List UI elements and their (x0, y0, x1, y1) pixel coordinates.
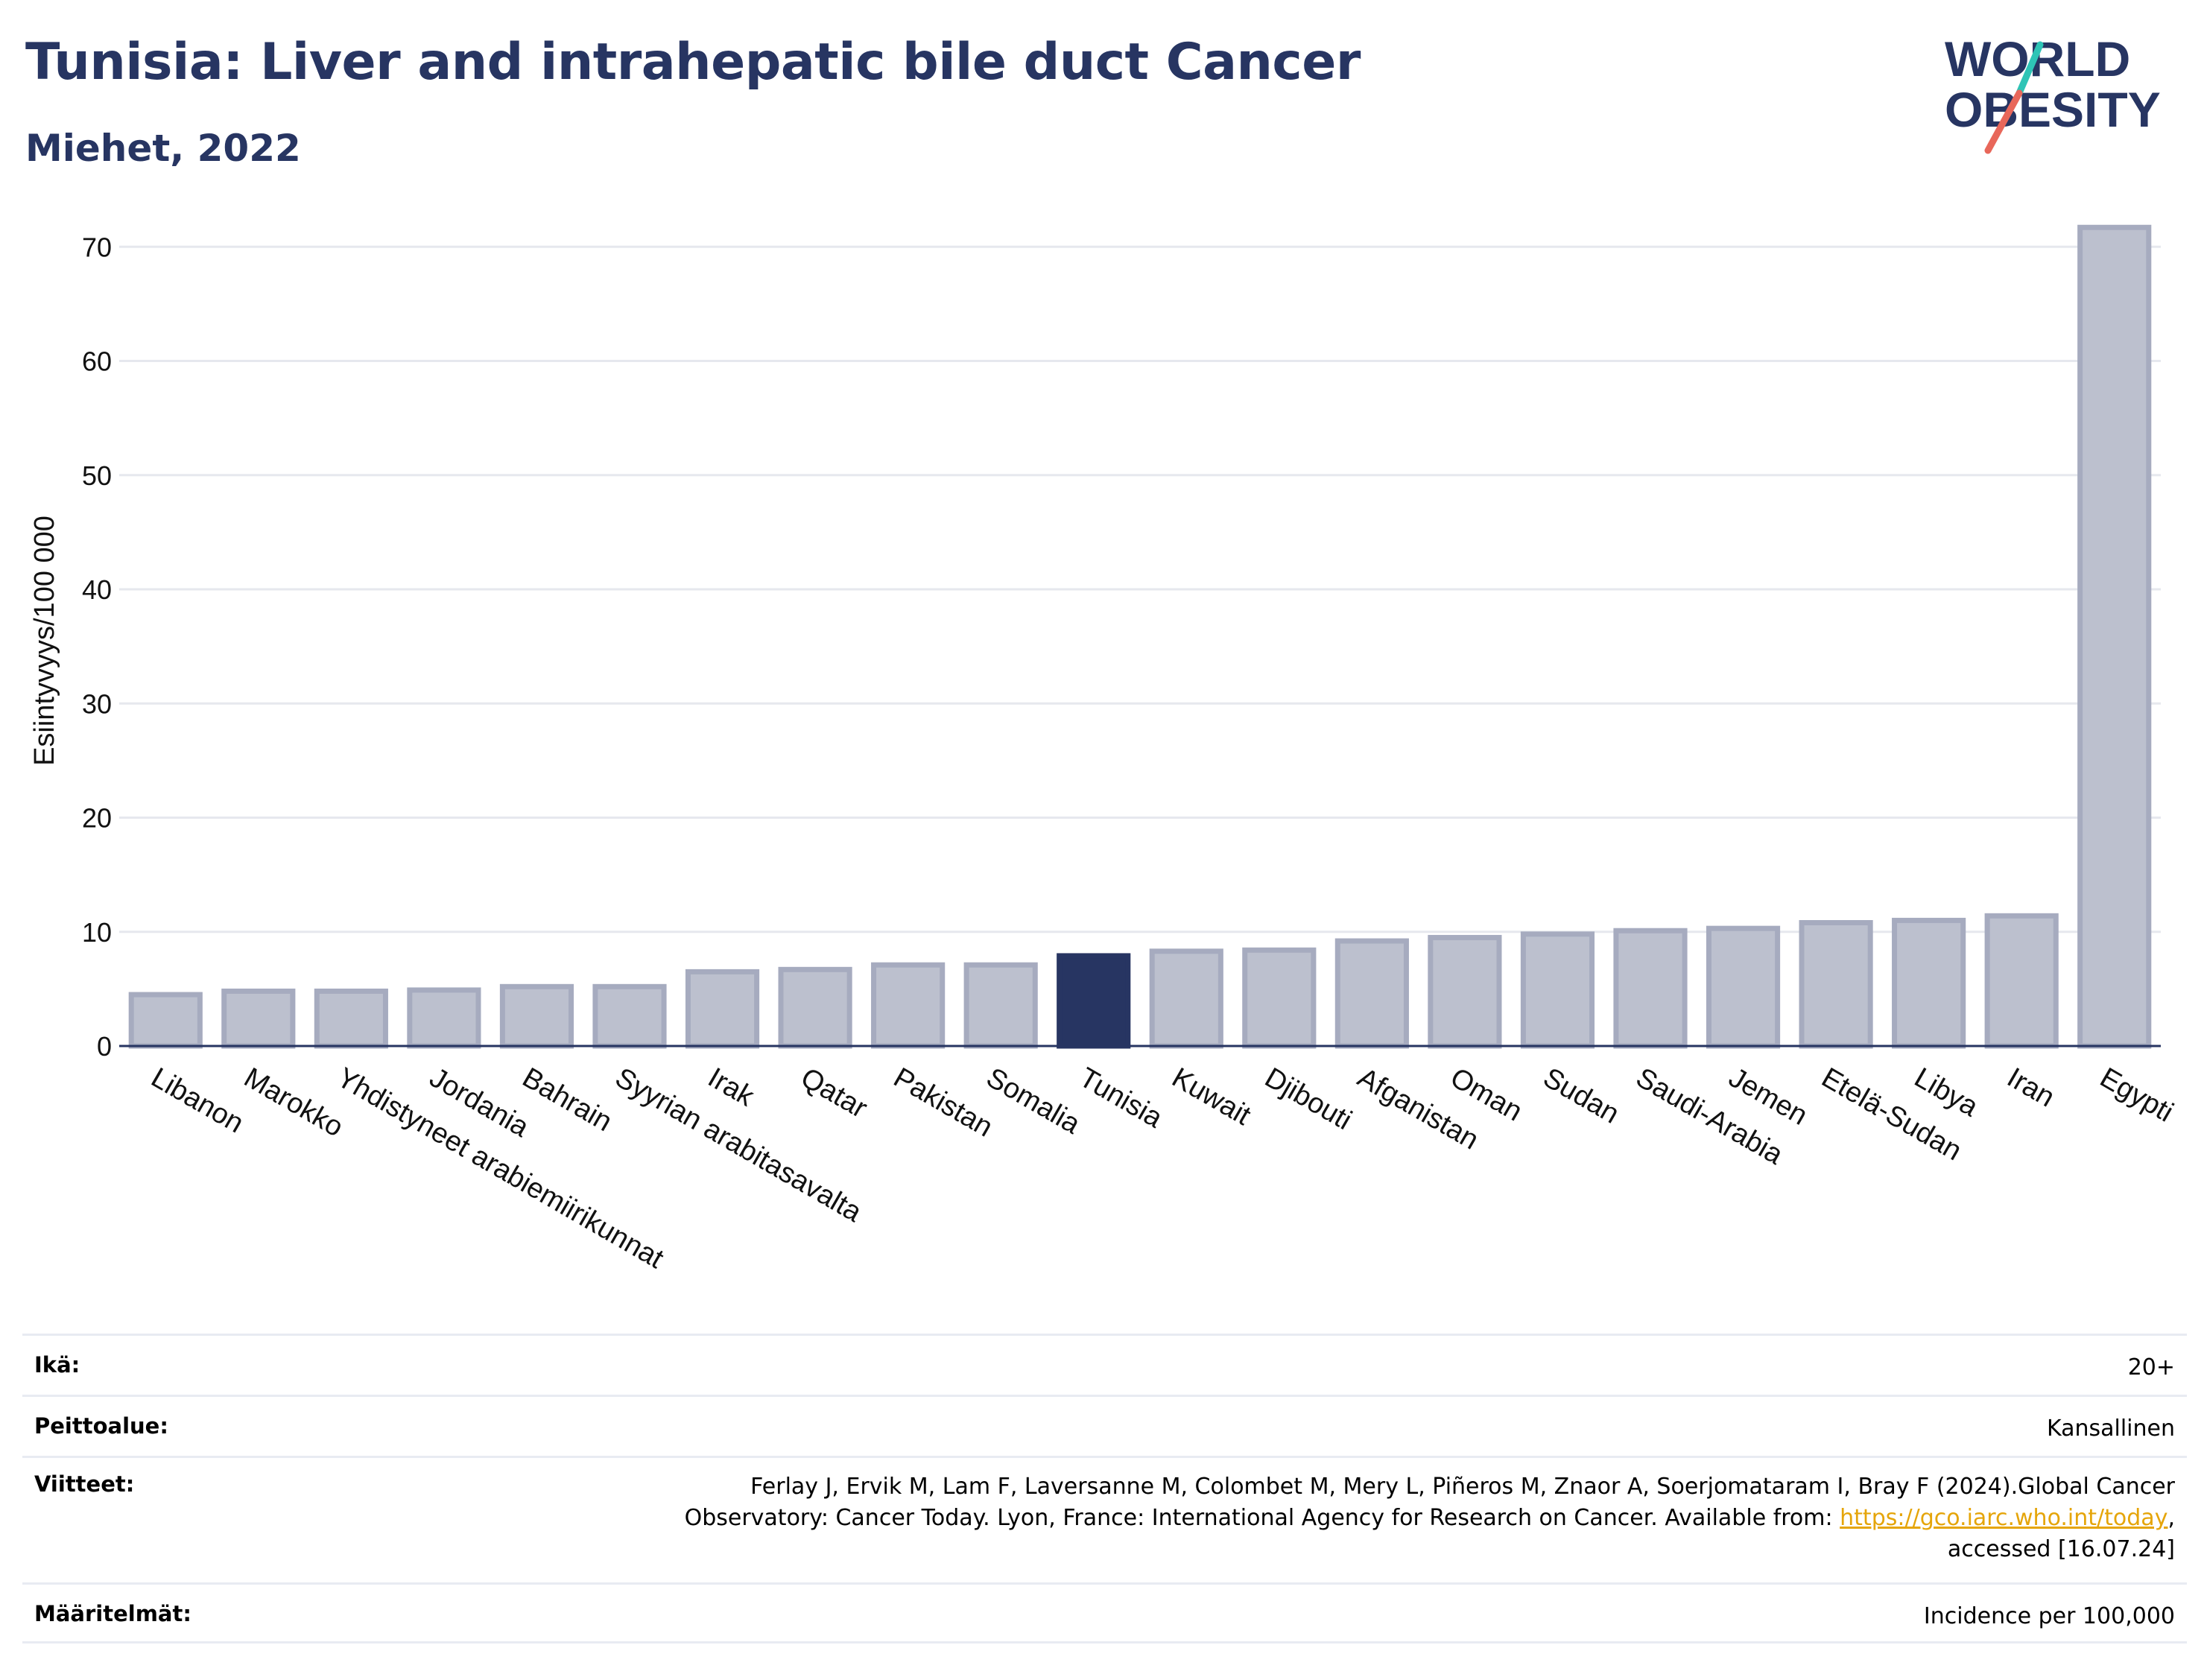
y-tick-label: 20 (82, 803, 112, 834)
bar (1613, 928, 1688, 1049)
bar (778, 966, 852, 1049)
meta-value-age: 20+ (2127, 1354, 2175, 1381)
meta-row-coverage: Peittoalue: Kansallinen (22, 1395, 2187, 1456)
logo-slash-teal (2015, 41, 2044, 97)
x-tick-label: Bahrain (517, 1062, 617, 1138)
meta-row-age: Ikä: 20+ (22, 1334, 2187, 1395)
reference-text-2: Observatory: Cancer Today. Lyon, France:… (684, 1505, 1840, 1531)
reference-line-2: Observatory: Cancer Today. Lyon, France:… (685, 1503, 2175, 1534)
chart-title: Tunisia: Liver and intrahepatic bile duc… (25, 33, 1361, 92)
bar (1706, 925, 1781, 1049)
meta-label-references: Viitteet: (34, 1471, 135, 1497)
bar (1057, 953, 1131, 1049)
reference-link[interactable]: https://gco.iarc.who.int/today (1840, 1505, 2168, 1531)
y-axis-ticks: 0 10 20 30 40 50 60 70 (82, 232, 112, 1062)
y-tick-label: 30 (82, 688, 112, 719)
chart-subtitle: Miehet, 2022 (25, 127, 301, 170)
logo-line2: OBESITY (1945, 82, 2161, 137)
x-tick-label: Qatar (796, 1062, 873, 1124)
x-tick-label: Egypti (2094, 1062, 2178, 1128)
y-tick-label: 40 (82, 574, 112, 605)
meta-value-coverage: Kansallinen (2046, 1416, 2175, 1442)
bar (1799, 919, 1873, 1049)
bar (1428, 934, 1502, 1049)
logo-slash-coral (1984, 89, 2023, 154)
bar (1149, 948, 1223, 1049)
bar (128, 992, 203, 1049)
x-tick-label: Marokko (238, 1062, 348, 1143)
bar (871, 962, 946, 1049)
x-tick-label: Djibouti (1259, 1062, 1357, 1136)
meta-label-coverage: Peittoalue: (34, 1413, 168, 1439)
bar (1242, 947, 1317, 1049)
x-tick-label: Tunisia (1074, 1062, 1168, 1134)
meta-value-definitions: Incidence per 100,000 (1923, 1603, 2175, 1629)
bar (407, 987, 481, 1049)
world-obesity-logo: WORLD OBESITY (1945, 31, 2161, 154)
x-tick-label: Pakistan (888, 1062, 998, 1143)
x-tick-label: Irak (703, 1062, 760, 1113)
x-tick-label: Sudan (1538, 1062, 1624, 1129)
bars (128, 224, 2152, 1049)
bar-chart: 0 10 20 30 40 50 60 70 LibanonMarokkoYhdistynee… (29, 224, 2179, 1275)
meta-label-age: Ikä: (34, 1352, 80, 1378)
meta-label-definitions: Määritelmät: (34, 1601, 191, 1626)
x-tick-label: Somalia (981, 1062, 1086, 1140)
reference-line-1: Ferlay J, Ervik M, Lam F, Laversanne M, … (750, 1474, 2175, 1500)
x-tick-label: Libanon (146, 1062, 249, 1139)
bar (1892, 917, 1966, 1049)
reference-line-3: accessed [16.07.24] (1947, 1536, 2175, 1562)
bar (2077, 224, 2152, 1049)
metadata-table: Ikä: 20+ Peittoalue: Kansallinen Viittee… (22, 1334, 2187, 1643)
y-tick-label: 50 (82, 460, 112, 491)
bar (1984, 913, 2059, 1049)
y-tick-label: 0 (97, 1031, 112, 1062)
x-tick-label: Iran (2002, 1062, 2060, 1113)
grid-lines (119, 245, 2161, 933)
y-axis-label: Esiintyvyys/100 000 (29, 516, 60, 766)
bar (499, 983, 574, 1049)
meta-value-references: Ferlay J, Ervik M, Lam F, Laversanne M, … (685, 1471, 2187, 1565)
reference-comma: , (2167, 1505, 2175, 1531)
bar (963, 962, 1038, 1049)
bar (221, 988, 296, 1049)
bar (592, 983, 667, 1049)
bar (1334, 938, 1409, 1049)
bar (314, 988, 388, 1049)
meta-row-references: Viitteet: Ferlay J, Ervik M, Lam F, Lave… (22, 1456, 2187, 1582)
y-tick-label: 10 (82, 917, 112, 948)
x-tick-label: Kuwait (1167, 1062, 1256, 1132)
bar (1520, 931, 1595, 1049)
y-tick-label: 60 (82, 346, 112, 377)
meta-row-definitions: Määritelmät: Incidence per 100,000 (22, 1582, 2187, 1643)
bar (685, 969, 760, 1049)
y-tick-label: 70 (82, 232, 112, 262)
